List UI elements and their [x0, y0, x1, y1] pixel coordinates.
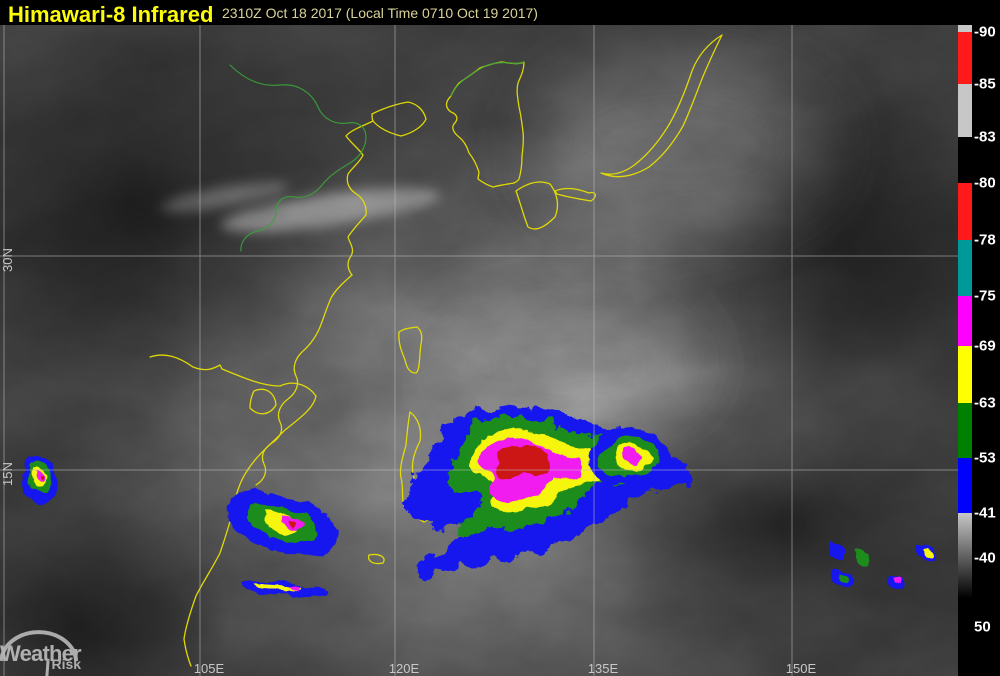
svg-text:150E: 150E	[786, 661, 817, 676]
svg-text:15N: 15N	[0, 462, 15, 486]
svg-text:120E: 120E	[389, 661, 420, 676]
svg-text:105E: 105E	[194, 661, 225, 676]
svg-text:30N: 30N	[0, 248, 15, 272]
svg-text:135E: 135E	[588, 661, 619, 676]
